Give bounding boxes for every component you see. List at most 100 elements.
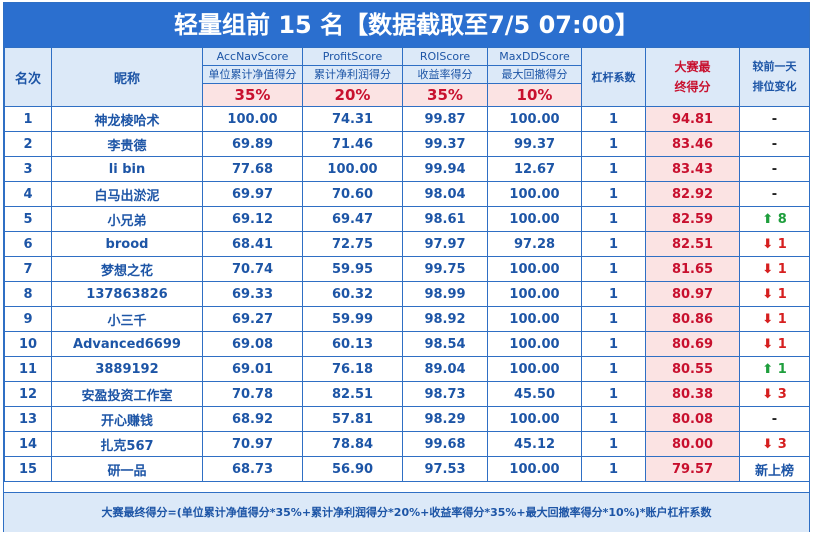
header-profit-weight: 20% xyxy=(302,83,403,107)
rank-change-cell: ⬇ 3 xyxy=(739,381,810,407)
acc-score-cell: 100.00 xyxy=(202,106,303,132)
rank-change-value: 3 xyxy=(777,436,787,452)
table-row: 10 Advanced6699 69.08 60.13 98.54 100.00 1 80.6… xyxy=(4,331,810,357)
final-score-cell: 80.00 xyxy=(645,431,740,457)
rank-change-value: 1 xyxy=(777,261,787,277)
final-score-cell: 94.81 xyxy=(645,106,740,132)
acc-score-cell: 68.73 xyxy=(202,456,303,482)
maxdd-score-cell: 100.00 xyxy=(487,206,582,232)
new-entry-label: 新上榜 xyxy=(754,463,794,479)
header-final-score: 大赛最 终得分 xyxy=(645,47,740,107)
rank-change-cell: ⬆ 1 xyxy=(739,356,810,382)
rank-change-value: 1 xyxy=(777,336,787,352)
roi-score-cell: 99.94 xyxy=(402,156,488,182)
acc-score-cell: 70.74 xyxy=(202,256,303,282)
final-score-cell: 82.92 xyxy=(645,181,740,207)
header-maxdd-cn: 最大回撤得分 xyxy=(487,65,582,84)
roi-score-cell: 98.61 xyxy=(402,206,488,232)
roi-score-cell: 89.04 xyxy=(402,356,488,382)
nickname-cell: 扎克567 xyxy=(51,431,203,457)
header-rank-change: 较前一天 排位变化 xyxy=(739,47,810,107)
nickname-cell: 梦想之花 xyxy=(51,256,203,282)
table-row: 13 开心赚钱 68.92 57.81 98.29 100.00 1 80.08 - xyxy=(4,406,810,432)
profit-score-cell: 60.13 xyxy=(302,331,403,357)
header-nickname: 昵称 xyxy=(51,47,203,107)
leverage-cell: 1 xyxy=(581,106,646,132)
nickname-cell: 137863826 xyxy=(51,281,203,307)
profit-score-cell: 71.46 xyxy=(302,131,403,157)
roi-score-cell: 99.87 xyxy=(402,106,488,132)
rank-change-cell: ⬆ 8 xyxy=(739,206,810,232)
header-acc-weight: 35% xyxy=(202,83,303,107)
acc-score-cell: 69.12 xyxy=(202,206,303,232)
final-score-cell: 81.65 xyxy=(645,256,740,282)
rank-change-cell: - xyxy=(739,106,810,132)
leverage-cell: 1 xyxy=(581,156,646,182)
leaderboard-body: 1 神龙棱哈术 100.00 74.31 99.87 100.00 1 94.81-2 李贵德 6… xyxy=(4,106,810,482)
nickname-cell: 3889192 xyxy=(51,356,203,382)
table-row: 2 李贵德 69.89 71.46 99.37 99.37 1 83.46- xyxy=(4,131,810,157)
header-rank: 名次 xyxy=(4,47,52,107)
final-score-cell: 80.55 xyxy=(645,356,740,382)
formula-footer: 大赛最终得分=(单位累计净值得分*35%+累计净利润得分*20%+收益率得分*3… xyxy=(4,492,809,532)
leverage-cell: 1 xyxy=(581,206,646,232)
acc-score-cell: 77.68 xyxy=(202,156,303,182)
profit-score-cell: 72.75 xyxy=(302,231,403,257)
final-score-cell: 83.43 xyxy=(645,156,740,182)
leverage-cell: 1 xyxy=(581,406,646,432)
roi-score-cell: 97.53 xyxy=(402,456,488,482)
rank-change-value: 1 xyxy=(777,286,787,302)
final-score-cell: 80.08 xyxy=(645,406,740,432)
maxdd-score-cell: 12.67 xyxy=(487,156,582,182)
rank-change-cell: ⬇ 1 xyxy=(739,306,810,332)
profit-score-cell: 57.81 xyxy=(302,406,403,432)
acc-score-cell: 68.41 xyxy=(202,231,303,257)
leverage-cell: 1 xyxy=(581,431,646,457)
table-row: 9 小三千 69.27 59.99 98.92 100.00 1 80.86 ⬇ 1 xyxy=(4,306,810,332)
arrow-down-icon: ⬇ xyxy=(762,236,778,252)
acc-score-cell: 68.92 xyxy=(202,406,303,432)
maxdd-score-cell: 100.00 xyxy=(487,306,582,332)
roi-score-cell: 98.99 xyxy=(402,281,488,307)
table-row: 4 白马出淤泥 69.97 70.60 98.04 100.00 1 82.92 - xyxy=(4,181,810,207)
header-profit-en: ProfitScore xyxy=(302,47,403,66)
rank-cell: 2 xyxy=(4,131,52,157)
nickname-cell: li bin xyxy=(51,156,203,182)
final-score-cell: 82.51 xyxy=(645,231,740,257)
nickname-cell: 小兄弟 xyxy=(51,206,203,232)
header-roi-cn: 收益率得分 xyxy=(402,65,488,84)
rank-cell: 7 xyxy=(4,256,52,282)
rank-change-cell: ⬇ 1 xyxy=(739,256,810,282)
acc-score-cell: 69.27 xyxy=(202,306,303,332)
rank-cell: 14 xyxy=(4,431,52,457)
final-score-cell: 79.57 xyxy=(645,456,740,482)
rank-change-cell: - xyxy=(739,406,810,432)
rank-cell: 9 xyxy=(4,306,52,332)
acc-score-cell: 69.01 xyxy=(202,356,303,382)
arrow-down-icon: ⬇ xyxy=(762,436,778,452)
rank-change-cell: ⬇ 1 xyxy=(739,281,810,307)
header-roi-en: ROIScore xyxy=(402,47,488,66)
acc-score-cell: 70.78 xyxy=(202,381,303,407)
maxdd-score-cell: 45.50 xyxy=(487,381,582,407)
table-row: 15 研一品 68.73 56.90 97.53 100.00 1 79.57 新上榜 xyxy=(4,456,810,482)
profit-score-cell: 59.99 xyxy=(302,306,403,332)
no-change-label: - xyxy=(771,111,778,127)
header-maxdd-weight: 10% xyxy=(487,83,582,107)
rank-change-cell: ⬇ 1 xyxy=(739,331,810,357)
acc-score-cell: 69.89 xyxy=(202,131,303,157)
leaderboard-frame: 轻量组前 15 名【数据截取至7/5 07:00】 名次 昵称 AccNavSc… xyxy=(3,2,810,532)
profit-score-cell: 100.00 xyxy=(302,156,403,182)
roi-score-cell: 99.37 xyxy=(402,131,488,157)
roi-score-cell: 98.92 xyxy=(402,306,488,332)
leverage-cell: 1 xyxy=(581,231,646,257)
profit-score-cell: 82.51 xyxy=(302,381,403,407)
table-row: 12 安盈投资工作室 70.78 82.51 98.73 45.50 1 80.38 ⬇ 3 xyxy=(4,381,810,407)
arrow-down-icon: ⬇ xyxy=(762,311,778,327)
maxdd-score-cell: 100.00 xyxy=(487,256,582,282)
leverage-cell: 1 xyxy=(581,331,646,357)
nickname-cell: Advanced6699 xyxy=(51,331,203,357)
acc-score-cell: 69.08 xyxy=(202,331,303,357)
rank-change-value: 8 xyxy=(777,211,787,227)
roi-score-cell: 99.75 xyxy=(402,256,488,282)
